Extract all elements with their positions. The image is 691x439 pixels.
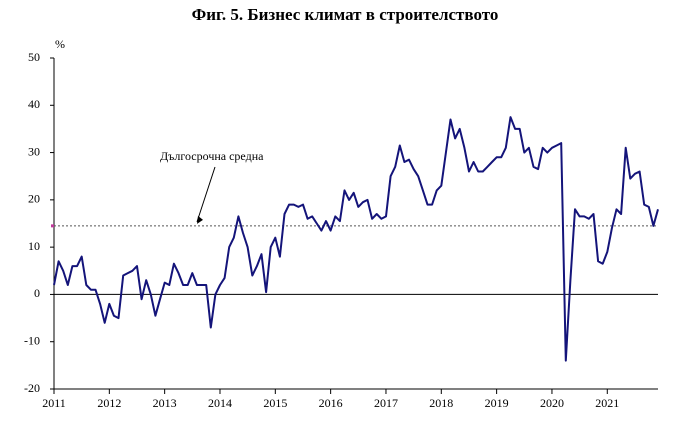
y-tick-label: 10 [28, 239, 40, 253]
average-label: Дългосрочна средна [160, 149, 264, 163]
y-tick-label: 0 [34, 286, 40, 300]
x-tick-label: 2021 [595, 396, 619, 410]
x-tick-label: 2015 [263, 396, 287, 410]
chart-title: Фиг. 5. Бизнес климат в строителството [192, 5, 499, 24]
x-tick-label: 2014 [208, 396, 232, 410]
y-tick-label: 30 [28, 144, 40, 158]
y-tick-label: 40 [28, 97, 40, 111]
x-tick-label: 2019 [485, 396, 509, 410]
series-line [53, 116, 659, 362]
y-tick-label: 50 [28, 50, 40, 64]
x-tick-label: 2013 [153, 396, 177, 410]
y-tick-label: 20 [28, 192, 40, 206]
x-tick-label: 2012 [97, 396, 121, 410]
x-tick-label: 2017 [374, 396, 398, 410]
y-unit: % [55, 37, 65, 51]
x-tick-label: 2020 [540, 396, 564, 410]
arrow-head [197, 215, 203, 224]
y-tick-label: -20 [24, 381, 40, 395]
y-tick-label: -10 [24, 333, 40, 347]
annotation-arrow [196, 166, 216, 223]
x-tick-label: 2011 [42, 396, 66, 410]
average-marker [51, 224, 54, 228]
x-tick-label: 2016 [319, 396, 343, 410]
x-tick-label: 2018 [429, 396, 453, 410]
